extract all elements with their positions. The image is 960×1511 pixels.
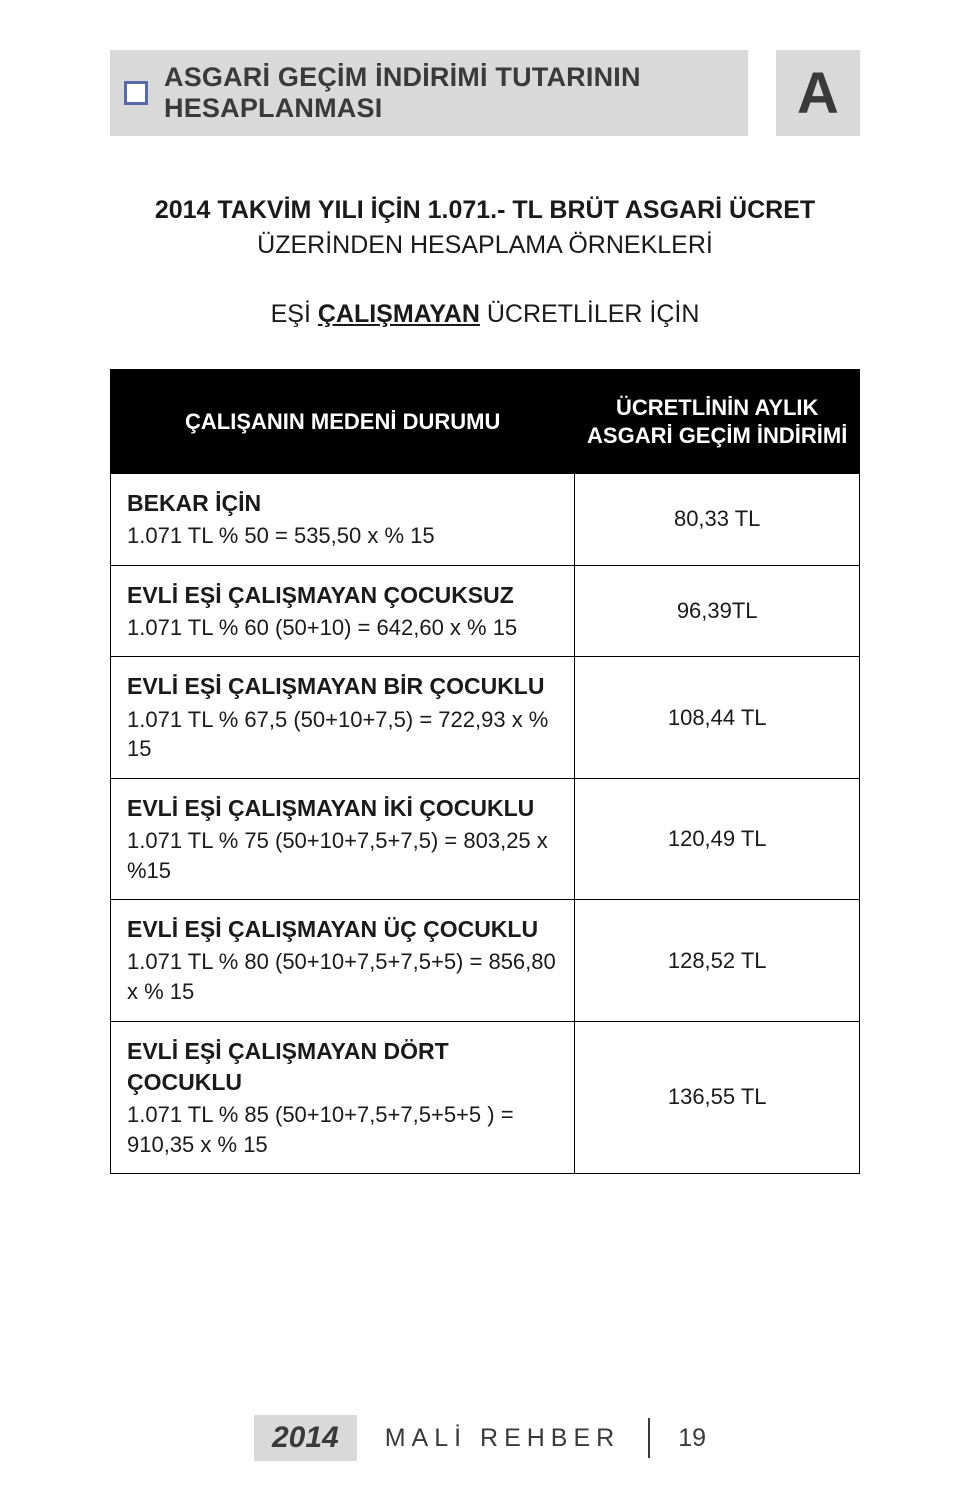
table-row: EVLİ EŞİ ÇALIŞMAYAN ÜÇ ÇOCUKLU 1.071 TL … xyxy=(111,900,860,1021)
table-row: EVLİ EŞİ ÇALIŞMAYAN BİR ÇOCUKLU 1.071 TL… xyxy=(111,657,860,778)
table-header-left: ÇALIŞANIN MEDENİ DURUMU xyxy=(111,370,575,474)
intro-block: 2014 TAKVİM YILI İÇİN 1.071.- TL BRÜT AS… xyxy=(110,196,860,329)
page-header: ASGARİ GEÇİM İNDİRİMİ TUTARININ HESAPLAN… xyxy=(110,50,860,136)
row-formula: 1.071 TL % 67,5 (50+10+7,5) = 722,93 x %… xyxy=(127,705,558,764)
row-formula: 1.071 TL % 60 (50+10) = 642,60 x % 15 xyxy=(127,613,558,643)
intro-line-3: EŞİ ÇALIŞMAYAN ÜCRETLİLER İÇİN xyxy=(110,300,860,329)
section-letter-badge: A xyxy=(776,50,860,136)
row-title: EVLİ EŞİ ÇALIŞMAYAN ÇOCUKSUZ xyxy=(127,580,558,611)
bullet-icon xyxy=(124,81,148,105)
table-header-right-l2: ASGARİ GEÇİM İNDİRİMİ xyxy=(587,423,847,448)
row-title: BEKAR İÇİN xyxy=(127,488,558,519)
row-title: EVLİ EŞİ ÇALIŞMAYAN BİR ÇOCUKLU xyxy=(127,671,558,702)
table-row: EVLİ EŞİ ÇALIŞMAYAN İKİ ÇOCUKLU 1.071 TL… xyxy=(111,778,860,899)
row-formula: 1.071 TL % 75 (50+10+7,5+7,5) = 803,25 x… xyxy=(127,826,558,885)
row-desc: BEKAR İÇİN 1.071 TL % 50 = 535,50 x % 15 xyxy=(111,474,575,566)
row-desc: EVLİ EŞİ ÇALIŞMAYAN ÜÇ ÇOCUKLU 1.071 TL … xyxy=(111,900,575,1021)
table-row: EVLİ EŞİ ÇALIŞMAYAN ÇOCUKSUZ 1.071 TL % … xyxy=(111,565,860,657)
row-desc: EVLİ EŞİ ÇALIŞMAYAN İKİ ÇOCUKLU 1.071 TL… xyxy=(111,778,575,899)
table-row: BEKAR İÇİN 1.071 TL % 50 = 535,50 x % 15… xyxy=(111,474,860,566)
intro-line-3-rest: ÜCRETLİLER İÇİN xyxy=(480,300,699,328)
row-desc: EVLİ EŞİ ÇALIŞMAYAN BİR ÇOCUKLU 1.071 TL… xyxy=(111,657,575,778)
row-desc: EVLİ EŞİ ÇALIŞMAYAN DÖRT ÇOCUKLU 1.071 T… xyxy=(111,1021,575,1173)
row-amount: 108,44 TL xyxy=(575,657,860,778)
intro-line-1: 2014 TAKVİM YILI İÇİN 1.071.- TL BRÜT AS… xyxy=(110,196,860,225)
intro-line-2: ÜZERİNDEN HESAPLAMA ÖRNEKLERİ xyxy=(110,231,860,260)
calculation-table: ÇALIŞANIN MEDENİ DURUMU ÜCRETLİNİN AYLIK… xyxy=(110,369,860,1174)
row-amount: 80,33 TL xyxy=(575,474,860,566)
page-footer: 2014 MALİ REHBER 19 xyxy=(0,1415,960,1461)
footer-page-number: 19 xyxy=(678,1424,706,1453)
table-body: BEKAR İÇİN 1.071 TL % 50 = 535,50 x % 15… xyxy=(111,474,860,1174)
footer-title: MALİ REHBER xyxy=(385,1424,620,1453)
intro-line-3-bold: ÇALIŞMAYAN xyxy=(318,300,480,328)
row-title: EVLİ EŞİ ÇALIŞMAYAN İKİ ÇOCUKLU xyxy=(127,793,558,824)
footer-separator xyxy=(648,1418,650,1458)
row-amount: 136,55 TL xyxy=(575,1021,860,1173)
row-amount: 128,52 TL xyxy=(575,900,860,1021)
table-header-right: ÜCRETLİNİN AYLIK ASGARİ GEÇİM İNDİRİMİ xyxy=(575,370,860,474)
row-formula: 1.071 TL % 85 (50+10+7,5+7,5+5+5 ) = 910… xyxy=(127,1100,558,1159)
row-title: EVLİ EŞİ ÇALIŞMAYAN ÜÇ ÇOCUKLU xyxy=(127,914,558,945)
page-title: ASGARİ GEÇİM İNDİRİMİ TUTARININ HESAPLAN… xyxy=(164,62,734,124)
intro-line-3-prefix: EŞİ xyxy=(271,300,318,328)
table-header-row: ÇALIŞANIN MEDENİ DURUMU ÜCRETLİNİN AYLIK… xyxy=(111,370,860,474)
row-desc: EVLİ EŞİ ÇALIŞMAYAN ÇOCUKSUZ 1.071 TL % … xyxy=(111,565,575,657)
row-amount: 96,39TL xyxy=(575,565,860,657)
title-bar: ASGARİ GEÇİM İNDİRİMİ TUTARININ HESAPLAN… xyxy=(110,50,748,136)
footer-year: 2014 xyxy=(254,1415,357,1461)
table-row: EVLİ EŞİ ÇALIŞMAYAN DÖRT ÇOCUKLU 1.071 T… xyxy=(111,1021,860,1173)
row-title: EVLİ EŞİ ÇALIŞMAYAN DÖRT ÇOCUKLU xyxy=(127,1036,558,1098)
intro-line-1-bold: 2014 TAKVİM YILI İÇİN 1.071.- TL xyxy=(155,196,543,224)
row-amount: 120,49 TL xyxy=(575,778,860,899)
table-header-right-l1: ÜCRETLİNİN AYLIK xyxy=(616,395,819,420)
row-formula: 1.071 TL % 50 = 535,50 x % 15 xyxy=(127,521,558,551)
intro-line-1-rest: BRÜT ASGARİ ÜCRET xyxy=(542,196,815,224)
row-formula: 1.071 TL % 80 (50+10+7,5+7,5+5) = 856,80… xyxy=(127,947,558,1006)
